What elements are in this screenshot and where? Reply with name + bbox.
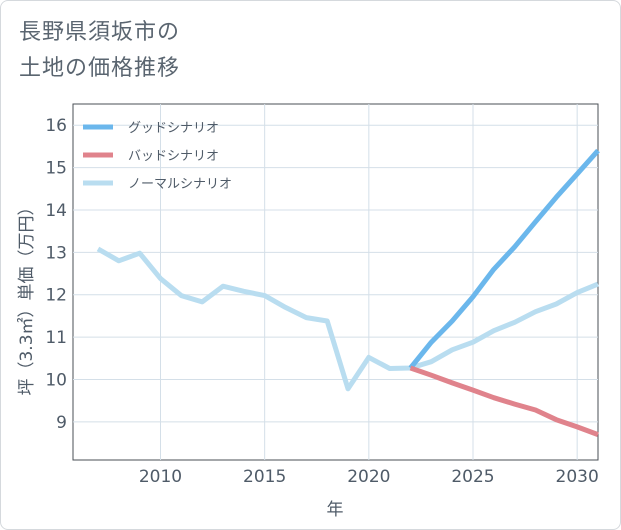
title-line-1: 長野県須坂市の — [19, 20, 181, 45]
legend-label-3: ノーマルシナリオ — [128, 177, 232, 192]
title-line-2: 土地の価格推移 — [19, 56, 181, 81]
legend-label-2: バッドシナリオ — [128, 149, 219, 164]
legend-label-1: グッドシナリオ — [128, 121, 219, 136]
grid-lines — [73, 104, 598, 460]
y-tick-label-13: 13 — [45, 243, 67, 263]
y-tick-label-12: 12 — [45, 286, 67, 306]
x-axis-label: 年 — [327, 500, 344, 520]
x-tick-label-2020: 2020 — [347, 467, 390, 487]
x-tick-label-2015: 2015 — [243, 467, 286, 487]
series-line-2 — [409, 365, 599, 437]
y-axis-label: 坪（3.3㎡）単価（万円） — [17, 198, 37, 395]
x-tick-label-2025: 2025 — [451, 467, 494, 487]
y-tick-label-11: 11 — [45, 328, 67, 348]
y-tick-label-15: 15 — [45, 159, 67, 179]
y-tick-label-9: 9 — [56, 413, 67, 433]
series-lines — [96, 148, 600, 437]
y-tick-label-16: 16 — [45, 116, 67, 136]
y-tick-label-14: 14 — [45, 201, 67, 221]
series-line-3 — [96, 246, 599, 392]
axis-ticks: 2010 2015 2020 2025 2030 9 10 11 12 13 14 15 16 — [45, 116, 598, 487]
chart-title: 長野県須坂市の 土地の価格推移 — [19, 15, 180, 87]
y-tick-label-10: 10 — [45, 370, 67, 390]
x-tick-label-2010: 2010 — [139, 467, 182, 487]
x-tick-label-2030: 2030 — [556, 467, 599, 487]
series-line-1 — [408, 148, 600, 370]
